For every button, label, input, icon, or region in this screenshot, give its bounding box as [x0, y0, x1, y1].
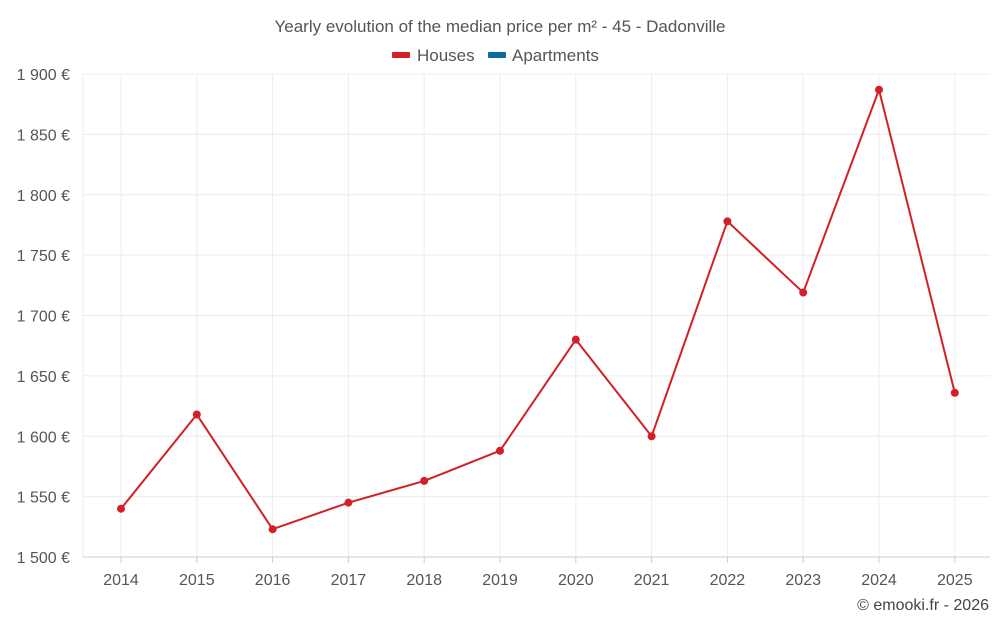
x-tick-label: 2016: [255, 572, 291, 589]
data-point-houses-2024[interactable]: [875, 85, 883, 94]
x-tick-label: 2025: [937, 572, 973, 589]
y-tick-label: 1 700 €: [17, 309, 70, 326]
legend-label-apartments[interactable]: Apartments: [512, 46, 599, 65]
data-point-houses-2018[interactable]: [420, 476, 429, 485]
y-tick-label: 1 750 €: [17, 248, 70, 265]
x-tick-label: 2014: [103, 572, 139, 589]
legend-label-houses[interactable]: Houses: [417, 46, 475, 65]
data-point-houses-2022[interactable]: [723, 217, 732, 226]
x-tick-label: 2020: [558, 572, 594, 589]
data-point-houses-2019[interactable]: [496, 446, 504, 455]
y-gridlines: [83, 73, 990, 498]
data-point-houses-2020[interactable]: [571, 335, 580, 344]
y-tick-label: 1 650 €: [17, 369, 70, 386]
series-line-houses: [120, 88, 956, 531]
legend: Houses Apartments: [392, 46, 599, 65]
data-point-houses-2016[interactable]: [268, 525, 277, 534]
data-point-houses-2025[interactable]: [950, 388, 959, 397]
y-tick-label: 1 800 €: [17, 188, 70, 205]
x-axis-ticks: 2014 2015 2016 2017 2018 2019 2020 2021 2022 2023…: [103, 557, 973, 589]
x-tick-label: 2024: [861, 572, 897, 589]
x-tick-label: 2019: [482, 572, 518, 589]
y-axis-ticks: 1 500 € 1 550 € 1 600 € 1 650 € 1 700 € 1 750…: [17, 67, 70, 567]
x-tick-label: 2021: [634, 572, 670, 589]
chart-title: Yearly evolution of the median price per…: [274, 17, 725, 36]
x-tick-label: 2023: [785, 572, 821, 589]
data-point-houses-2017[interactable]: [344, 498, 353, 507]
x-tick-label: 2018: [406, 572, 442, 589]
x-tick-label: 2017: [331, 572, 367, 589]
series-group: [117, 85, 959, 534]
x-tick-label: 2022: [710, 572, 746, 589]
data-point-houses-2015[interactable]: [192, 410, 201, 419]
data-point-houses-2023[interactable]: [799, 288, 808, 297]
x-tick-label: 2015: [179, 572, 215, 589]
data-point-houses-2014[interactable]: [117, 504, 125, 513]
data-point-houses-2021[interactable]: [647, 432, 656, 441]
y-tick-label: 1 600 €: [17, 429, 70, 446]
y-tick-label: 1 850 €: [17, 127, 70, 144]
legend-swatch-apartments[interactable]: [488, 52, 506, 58]
credit-text: © emooki.fr - 2026: [857, 597, 989, 614]
y-tick-label: 1 550 €: [17, 490, 70, 507]
legend-swatch-houses[interactable]: [392, 52, 410, 58]
y-tick-label: 1 500 €: [17, 550, 70, 567]
y-tick-label: 1 900 €: [17, 67, 70, 84]
